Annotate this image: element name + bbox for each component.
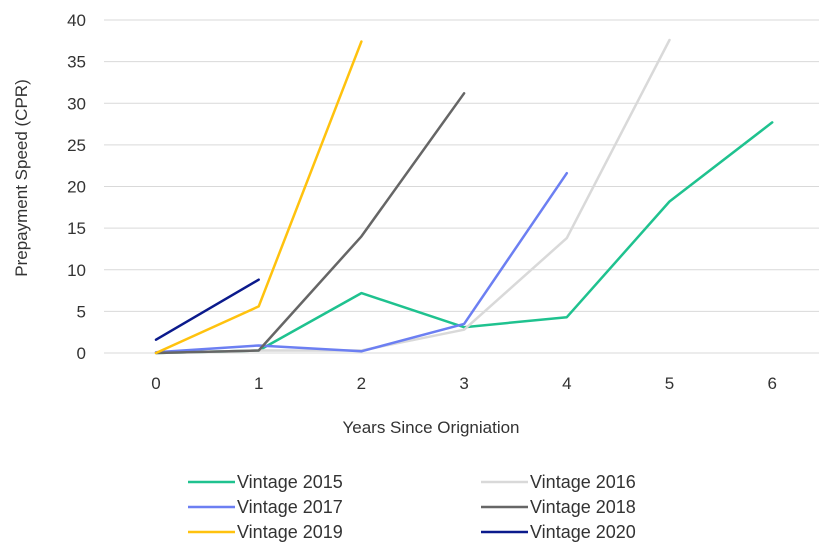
y-tick-label: 20 <box>67 178 86 197</box>
legend-label: Vintage 2019 <box>237 522 343 542</box>
y-axis-tick-labels: 0 5 10 15 20 25 30 35 40 <box>67 11 86 363</box>
x-axis-title: Years Since Origniation <box>342 418 519 437</box>
legend-item: Vintage 2015 <box>188 472 343 492</box>
legend-label: Vintage 2015 <box>237 472 343 492</box>
y-tick-label: 15 <box>67 219 86 238</box>
y-tick-label: 25 <box>67 136 86 155</box>
y-tick-label: 30 <box>67 94 86 113</box>
y-axis-title: Prepayment Speed (CPR) <box>12 79 31 276</box>
x-tick-label: 5 <box>665 374 674 393</box>
x-axis-tick-labels: 0 1 2 3 4 5 6 <box>151 374 777 393</box>
series-line-vintage-2015 <box>154 121 774 355</box>
series-lines <box>154 38 774 355</box>
x-tick-label: 1 <box>254 374 263 393</box>
y-tick-label: 35 <box>67 53 86 72</box>
series-line-vintage-2020 <box>154 278 260 341</box>
y-tick-label: 10 <box>67 261 86 280</box>
series-line-vintage-2019 <box>154 40 363 355</box>
y-tick-label: 40 <box>67 11 86 30</box>
legend-label: Vintage 2018 <box>530 497 636 517</box>
legend-item: Vintage 2019 <box>188 522 343 542</box>
series-line-vintage-2018 <box>154 92 466 355</box>
legend-item: Vintage 2020 <box>481 522 636 542</box>
series-line-vintage-2017 <box>154 171 569 354</box>
x-tick-label: 2 <box>357 374 366 393</box>
x-tick-label: 0 <box>151 374 160 393</box>
legend: Vintage 2015 Vintage 2016 Vintage 2017 Vint… <box>188 472 636 542</box>
y-tick-label: 5 <box>77 302 86 321</box>
y-tick-label: 0 <box>77 344 86 363</box>
x-tick-label: 4 <box>562 374 571 393</box>
legend-item: Vintage 2018 <box>481 497 636 517</box>
gridlines <box>104 19 819 354</box>
legend-label: Vintage 2017 <box>237 497 343 517</box>
x-tick-label: 6 <box>767 374 776 393</box>
legend-item: Vintage 2017 <box>188 497 343 517</box>
legend-label: Vintage 2020 <box>530 522 636 542</box>
legend-label: Vintage 2016 <box>530 472 636 492</box>
x-tick-label: 3 <box>459 374 468 393</box>
legend-item: Vintage 2016 <box>481 472 636 492</box>
series-line-vintage-2016 <box>154 38 671 355</box>
